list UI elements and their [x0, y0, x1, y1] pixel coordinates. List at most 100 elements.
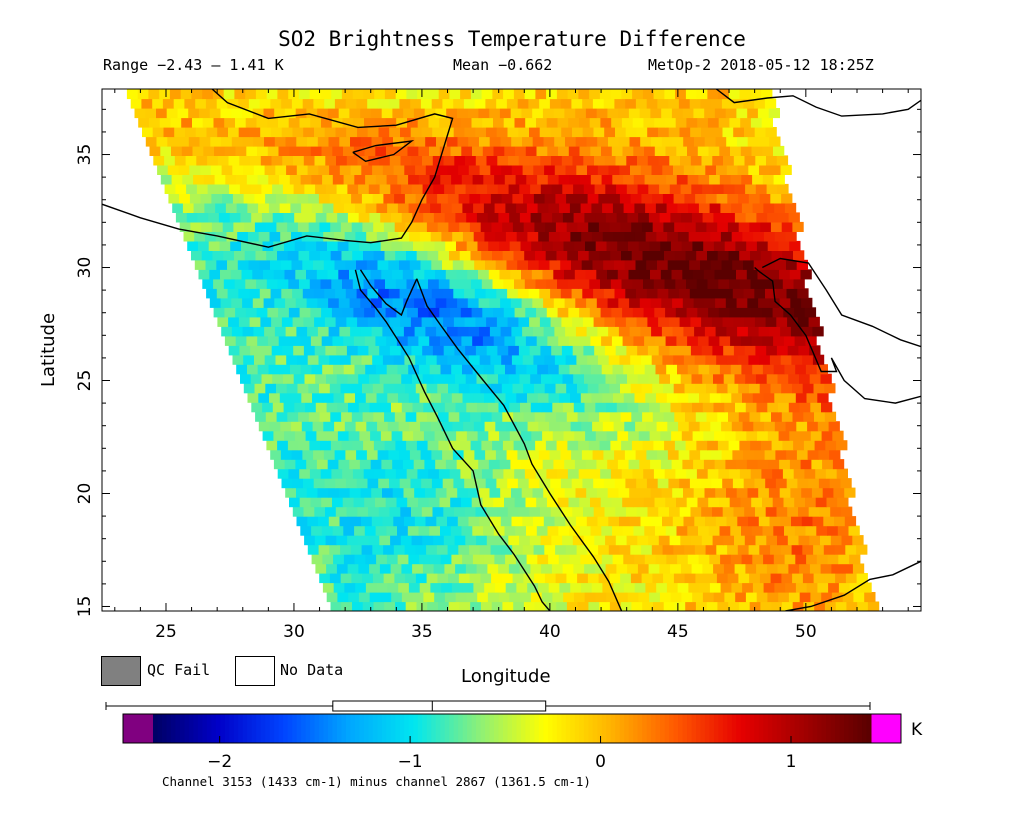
swath-pixel	[626, 506, 638, 517]
swath-pixel	[228, 155, 240, 166]
swath-pixel	[261, 373, 273, 384]
swath-pixel	[543, 326, 555, 337]
swath-pixel	[717, 250, 729, 261]
swath-pixel	[272, 183, 284, 194]
swath-pixel	[715, 136, 727, 147]
swath-pixel	[708, 335, 720, 346]
swath-pixel	[820, 535, 832, 546]
swath-pixel	[707, 89, 719, 100]
swath-pixel	[251, 240, 263, 251]
swath-pixel	[599, 89, 612, 100]
swath-pixel	[297, 354, 309, 365]
colorbar-segment	[153, 714, 158, 743]
swath-pixel	[380, 240, 392, 251]
swath-pixel	[240, 373, 252, 384]
swath-pixel	[320, 278, 332, 289]
swath-pixel	[484, 582, 496, 593]
swath-pixel	[611, 335, 624, 346]
swath-pixel	[481, 89, 493, 100]
colorbar-segment	[570, 714, 576, 743]
swath-pixel	[700, 478, 712, 489]
swath-pixel	[425, 136, 437, 147]
swath-pixel	[584, 592, 596, 603]
swath-pixel	[788, 402, 801, 413]
swath-pixel	[412, 563, 424, 574]
swath-pixel	[776, 506, 788, 517]
swath-pixel	[294, 402, 306, 413]
swath-pixel	[392, 487, 404, 498]
swath-pixel	[692, 430, 704, 441]
swath-pixel	[536, 117, 548, 128]
swath-pixel	[496, 127, 508, 138]
swath-pixel	[781, 221, 793, 232]
swath-pixel	[700, 288, 712, 299]
swath-pixel	[632, 89, 644, 100]
swath-pixel	[605, 535, 617, 546]
swath-pixel	[486, 127, 498, 138]
swath-pixel	[449, 278, 461, 289]
swath-pixel	[567, 468, 580, 479]
swath-pixel	[352, 601, 364, 611]
swath-pixel	[503, 278, 515, 289]
swath-pixel	[644, 364, 656, 375]
swath-pixel	[327, 459, 339, 470]
swath-pixel	[409, 231, 421, 242]
swath-pixel	[227, 259, 239, 270]
swath-pixel	[676, 145, 688, 156]
swath-pixel	[407, 145, 419, 156]
swath-pixel	[575, 487, 587, 498]
swath-pixel	[547, 525, 559, 536]
swath-pixel	[355, 421, 367, 432]
swath-pixel	[258, 202, 270, 213]
swath-pixel	[721, 421, 733, 432]
swath-pixel	[729, 468, 741, 479]
swath-pixel	[539, 478, 551, 489]
swath-pixel	[355, 392, 367, 403]
swath-pixel	[530, 212, 542, 223]
swath-pixel	[554, 136, 566, 147]
swath-pixel	[755, 535, 767, 546]
swath-pixel	[357, 155, 369, 166]
swath-pixel	[378, 316, 390, 327]
swath-pixel	[376, 202, 388, 213]
swath-pixel	[724, 592, 736, 603]
swath-pixel	[619, 354, 631, 365]
swath-pixel	[685, 440, 697, 451]
swath-pixel	[537, 174, 549, 185]
swath-pixel	[533, 516, 545, 527]
swath-pixel	[181, 117, 193, 128]
swath-pixel	[623, 202, 635, 213]
swath-pixel	[405, 383, 417, 394]
swath-pixel	[662, 354, 674, 365]
swath-pixel	[473, 392, 485, 403]
swath-pixel	[375, 525, 387, 536]
swath-pixel	[397, 364, 409, 375]
swath-pixel	[547, 335, 559, 346]
colorbar-segment	[678, 714, 684, 743]
swath-pixel	[373, 250, 385, 261]
swath-pixel	[629, 326, 641, 337]
swath-pixel	[256, 307, 268, 318]
swath-pixel	[540, 155, 552, 166]
swath-pixel	[505, 364, 517, 375]
swath-pixel	[524, 89, 536, 100]
swath-pixel	[586, 487, 598, 498]
swath-pixel	[608, 326, 620, 337]
swath-pixel	[749, 383, 761, 394]
swath-pixel	[572, 127, 584, 138]
swath-pixel	[507, 127, 519, 138]
swath-pixel	[543, 297, 555, 308]
colorbar-segment	[592, 714, 598, 743]
swath-pixel	[472, 335, 484, 346]
swath-pixel	[760, 440, 773, 451]
swath-pixel	[773, 145, 785, 156]
swath-pixel	[339, 516, 351, 527]
swath-pixel	[400, 316, 412, 327]
swath-pixel	[392, 297, 404, 308]
swath-pixel	[808, 478, 820, 489]
swath-pixel	[620, 601, 632, 611]
swath-pixel	[342, 117, 354, 128]
swath-pixel	[456, 108, 469, 119]
swath-pixel	[325, 506, 337, 517]
swath-pixel	[370, 459, 382, 470]
